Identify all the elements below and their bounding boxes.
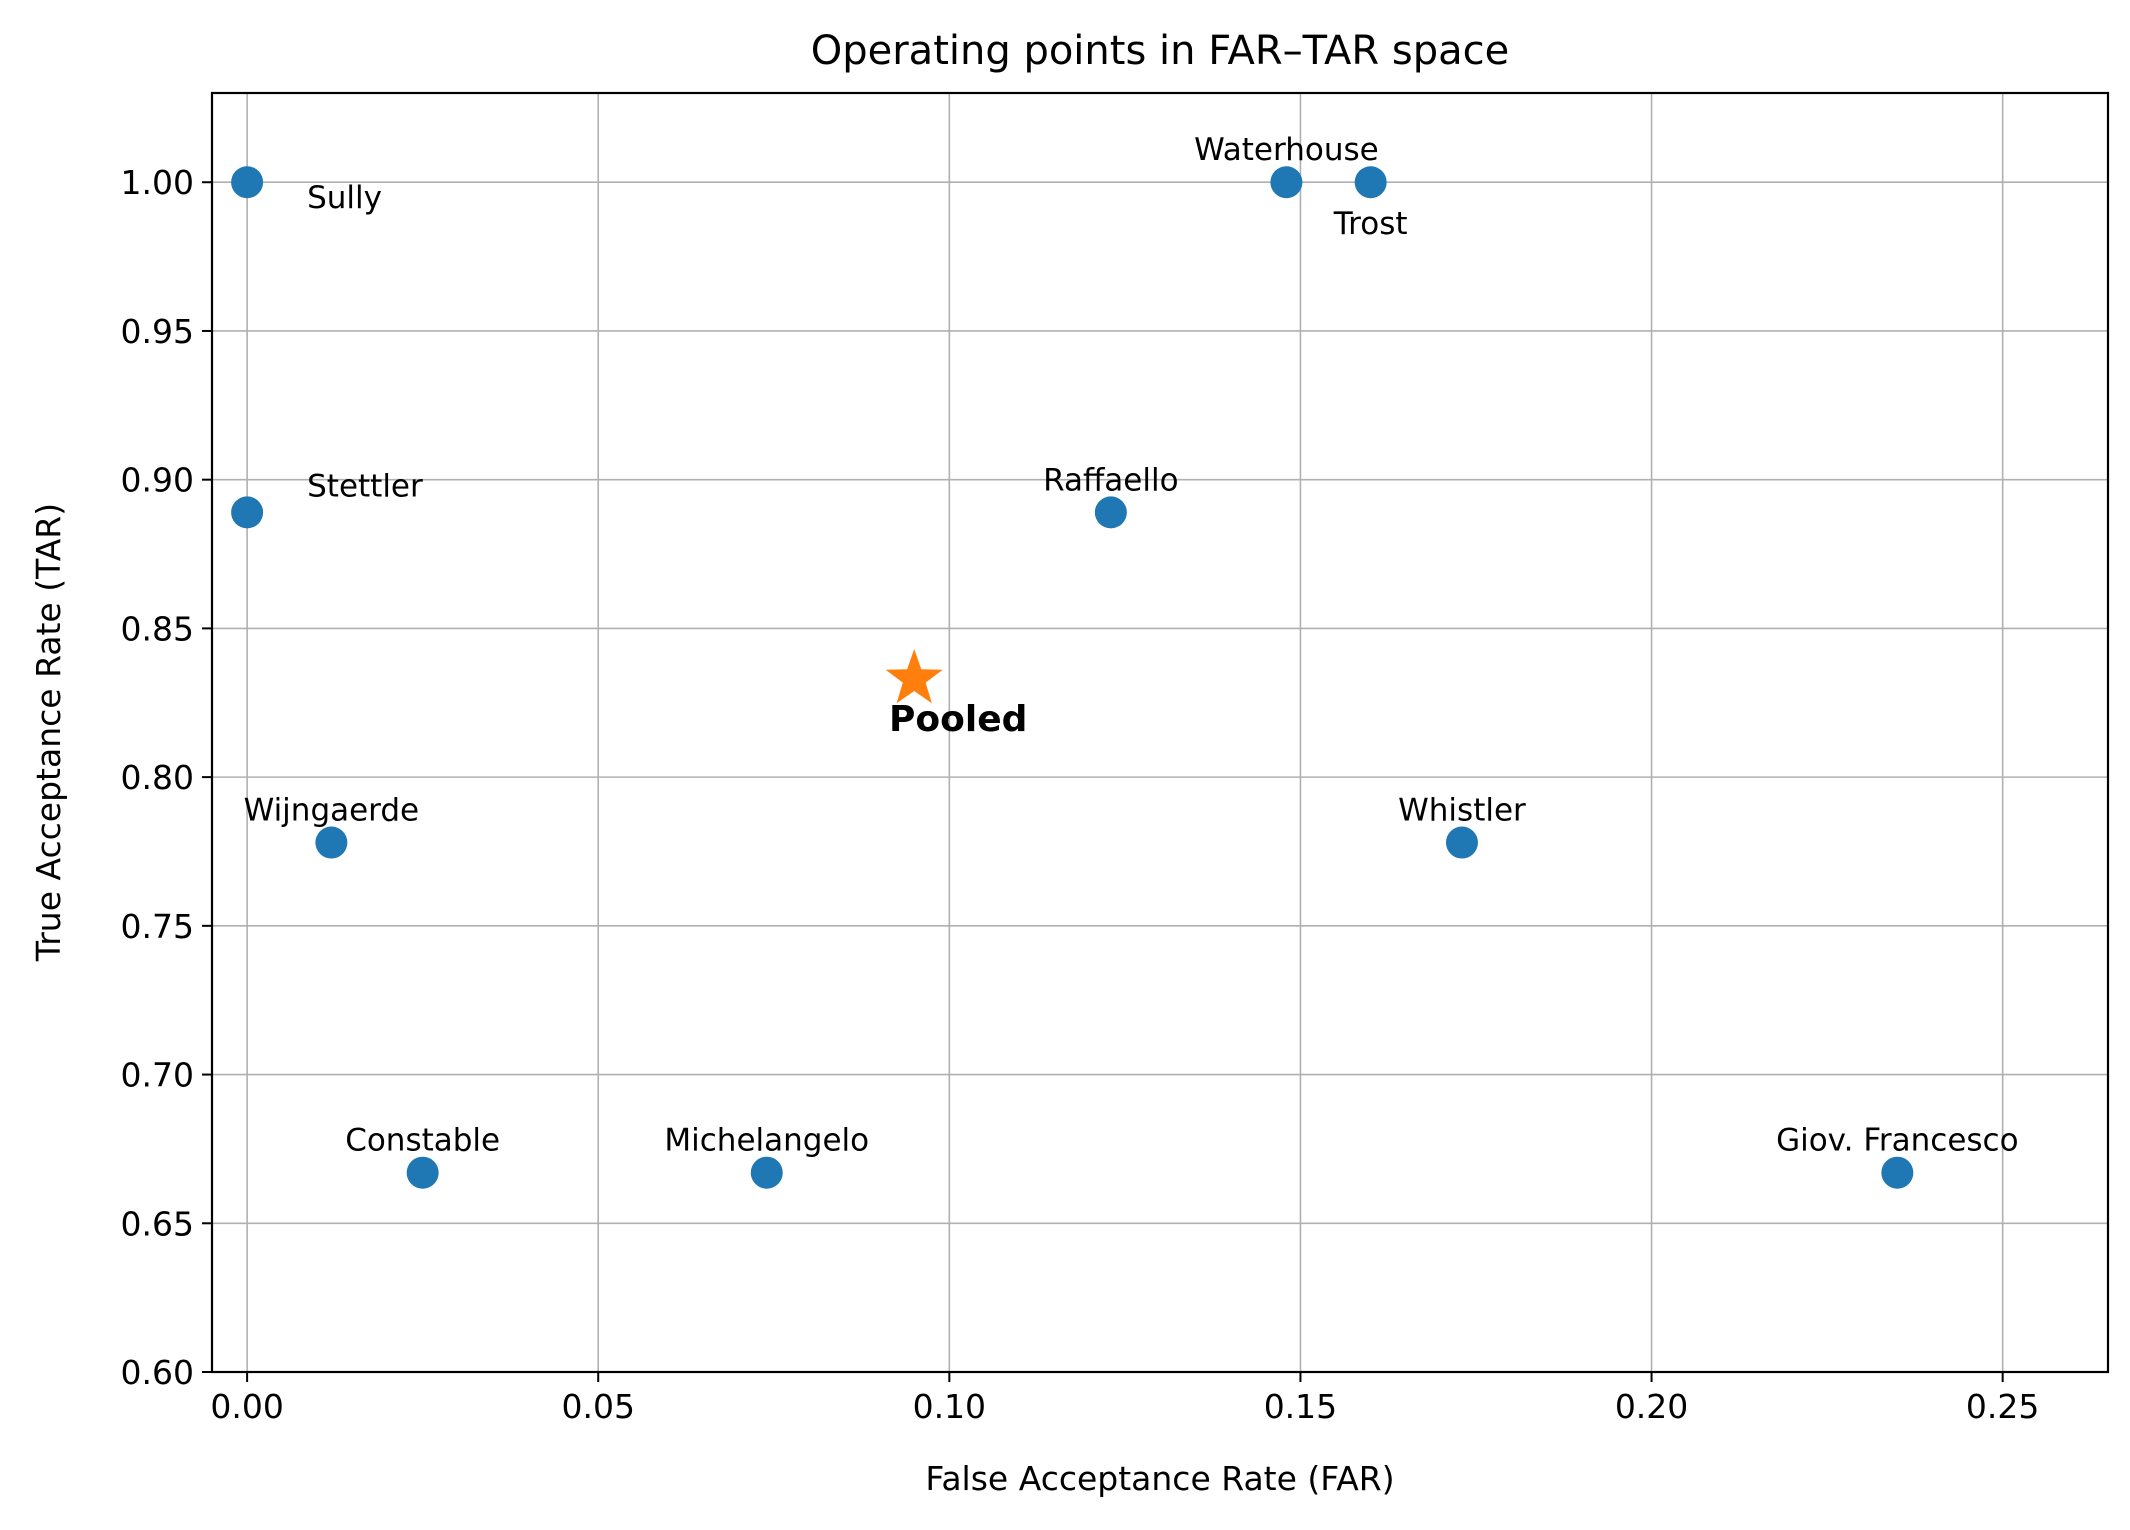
data-point-label: Constable: [345, 1123, 500, 1159]
y-tick-label: 0.95: [121, 312, 194, 351]
data-point-marker: [315, 826, 348, 859]
axis-ticks: 0.00 0.05 0.10 0.15 0.20 0.25 0.60 0.65 0.70 0.75…: [121, 163, 2040, 1426]
y-tick-label: 0.80: [121, 758, 194, 797]
chart-title: Operating points in FAR–TAR space: [811, 28, 1509, 74]
y-tick-label: 0.90: [121, 461, 194, 500]
x-tick-label: 0.10: [913, 1387, 986, 1426]
data-point-label: Wijngaerde: [244, 793, 420, 829]
x-tick-label: 0.25: [1966, 1387, 2039, 1426]
pooled-label: Pooled: [889, 699, 1027, 740]
data-point-label: Giov. Francesco: [1776, 1123, 2019, 1159]
data-point-label: Michelangelo: [664, 1123, 869, 1159]
data-point-marker: [231, 496, 264, 529]
data-point-label: Sully: [307, 180, 382, 216]
data-point-label: Raffaello: [1043, 462, 1178, 498]
plot-area-frame: [210, 91, 2110, 1374]
x-tick-label: 0.05: [561, 1387, 634, 1426]
data-point-marker: [231, 166, 264, 199]
y-tick-label: 0.75: [121, 907, 194, 946]
x-tick-label: 0.15: [1264, 1387, 1337, 1426]
data-point-label: Stettler: [307, 468, 423, 504]
x-tick-label: 0.00: [210, 1387, 283, 1426]
data-point-marker: [750, 1156, 783, 1189]
data-point-label: Waterhouse: [1194, 132, 1379, 168]
y-tick-label: 0.60: [121, 1353, 194, 1392]
y-tick-label: 0.70: [121, 1056, 194, 1095]
grid-lines: [212, 93, 2108, 1373]
pooled-star-marker: [885, 648, 943, 704]
y-tick-label: 0.65: [121, 1204, 194, 1243]
y-axis-title: True Acceptance Rate (TAR): [29, 503, 68, 962]
data-markers: [231, 166, 1914, 1189]
data-point-marker: [1270, 166, 1303, 199]
data-point-marker: [1445, 826, 1478, 859]
y-tick-label: 1.00: [121, 163, 194, 202]
data-point-label: Trost: [1333, 206, 1408, 242]
data-point-label: Whistler: [1398, 793, 1526, 829]
data-point-marker: [1881, 1156, 1914, 1189]
x-tick-label: 0.20: [1615, 1387, 1688, 1426]
data-point-marker: [1354, 166, 1387, 199]
x-axis-title: False Acceptance Rate (FAR): [925, 1459, 1394, 1498]
y-tick-label: 0.85: [121, 609, 194, 648]
data-point-marker: [406, 1156, 439, 1189]
data-labels: Sully Stettler Wijngaerde Constable Michelan…: [244, 132, 2019, 1158]
data-point-marker: [1094, 496, 1127, 529]
